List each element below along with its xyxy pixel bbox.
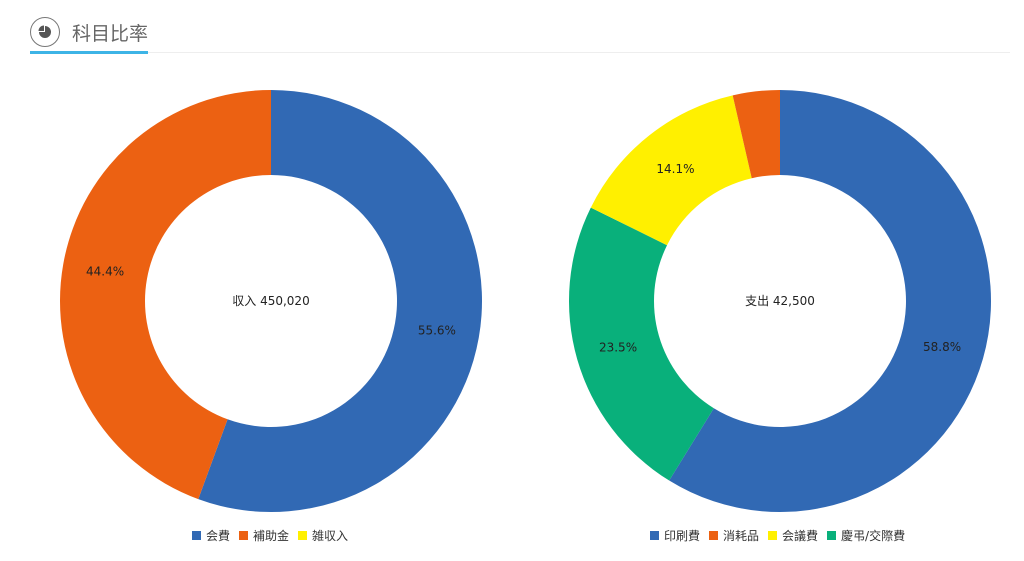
- slice-data-label: 23.5%: [599, 341, 637, 355]
- legend-item[interactable]: 印刷費: [650, 527, 700, 544]
- section-header: 科目比率: [30, 12, 148, 52]
- center-total-label: 収入 450,020: [232, 294, 309, 308]
- expense-legend: 印刷費 消耗品 会議費 慶弔/交際費: [650, 527, 914, 544]
- page-title: 科目比率: [72, 22, 149, 45]
- legend-label: 消耗品: [723, 529, 760, 543]
- legend-item[interactable]: 消耗品: [709, 527, 759, 544]
- legend-label: 会議費: [782, 529, 819, 543]
- legend-swatch: [298, 531, 308, 540]
- header-divider: [30, 52, 1010, 53]
- legend-item[interactable]: 会議費: [768, 527, 818, 544]
- donut-slice-0[interactable]: [669, 90, 991, 512]
- legend-swatch: [709, 531, 719, 540]
- legend-item[interactable]: 雑収入: [298, 527, 348, 544]
- legend-label: 雑収入: [312, 529, 349, 543]
- legend-label: 印刷費: [664, 529, 701, 543]
- legend-item[interactable]: 補助金: [239, 527, 289, 544]
- legend-item[interactable]: 慶弔/交際費: [827, 527, 905, 544]
- donut-slice-3[interactable]: [732, 90, 780, 179]
- donut-slice-0[interactable]: [198, 90, 483, 512]
- donut-slice-2[interactable]: [590, 95, 752, 246]
- legend-label: 会費: [206, 529, 231, 543]
- header-underline: [30, 51, 148, 54]
- slice-data-label: 14.1%: [656, 162, 694, 176]
- income-donut-chart: 55.6% 44.4% 収入 450,020: [59, 90, 483, 512]
- slice-data-label: 55.6%: [418, 323, 456, 337]
- legend-swatch: [768, 531, 778, 540]
- legend-swatch: [239, 531, 249, 540]
- legend-swatch: [827, 531, 837, 540]
- legend-swatch: [192, 531, 201, 540]
- legend-swatch: [650, 531, 659, 540]
- expense-donut-chart: 58.8% 23.5% 14.1% 支出 42,500: [569, 90, 991, 512]
- slice-data-label: 44.4%: [86, 265, 124, 279]
- pie-chart-icon: [30, 17, 60, 47]
- legend-label: 補助金: [253, 529, 290, 543]
- donut-slice-1[interactable]: [569, 207, 714, 481]
- income-legend: 会費 補助金 雑収入: [192, 527, 357, 544]
- center-total-label: 支出 42,500: [745, 294, 815, 308]
- legend-label: 慶弔/交際費: [841, 529, 906, 543]
- slice-data-label: 58.8%: [923, 340, 961, 354]
- donut-slice-1[interactable]: [59, 90, 271, 500]
- legend-item[interactable]: 会費: [192, 527, 230, 544]
